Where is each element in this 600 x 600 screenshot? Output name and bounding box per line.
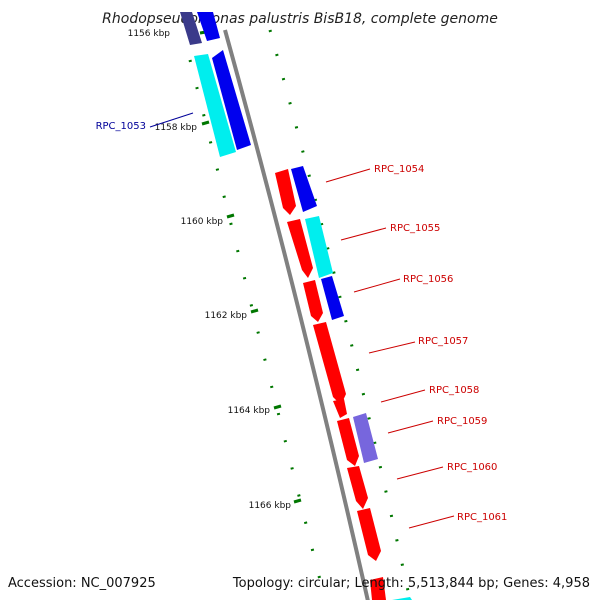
gene-label-rpc-1059[interactable]: RPC_1059: [437, 416, 487, 427]
major-tick: [293, 498, 302, 504]
minor-tick-track-inner: [188, 59, 327, 600]
tick-label: 1158 kbp: [155, 123, 198, 133]
connector-rpc-1060: [396, 466, 444, 480]
gene-labels: RPC_1053 RPC_1054 RPC_1055 RPC_1056 RPC_…: [96, 121, 508, 523]
gene-feature[interactable]: [353, 413, 378, 463]
tick-labels: 1156 kbp 1158 kbp 1160 kbp 1162 kbp 1164…: [128, 29, 292, 511]
gene-feature[interactable]: [370, 577, 386, 600]
tick-label: 1164 kbp: [228, 406, 271, 416]
label-connectors: [149, 112, 455, 529]
gene-feature[interactable]: [337, 418, 359, 466]
tick-label: 1160 kbp: [181, 217, 224, 227]
gene-feature[interactable]: [333, 399, 347, 418]
gene-feature[interactable]: [305, 216, 333, 278]
gene-label-rpc-1057[interactable]: RPC_1057: [418, 336, 468, 347]
major-tick: [273, 404, 282, 410]
gene-feature[interactable]: [212, 50, 251, 150]
gene-label-rpc-1053[interactable]: RPC_1053: [96, 121, 146, 132]
reverse-strand-genes: [180, 12, 236, 157]
gene-feature[interactable]: [321, 276, 344, 320]
map-title: Rhodopseudomonas palustris BisB18, compl…: [102, 11, 498, 27]
connector-rpc-1055: [340, 227, 387, 241]
gene-label-rpc-1056[interactable]: RPC_1056: [403, 274, 453, 285]
connector-rpc-1054: [325, 168, 371, 183]
gene-feature[interactable]: [392, 597, 412, 600]
major-tick: [250, 308, 259, 314]
gene-feature[interactable]: [287, 219, 313, 278]
gene-feature[interactable]: [291, 166, 317, 212]
tick-label: 1166 kbp: [249, 501, 292, 511]
gene-feature[interactable]: [194, 54, 236, 157]
gene-label-rpc-1061[interactable]: RPC_1061: [457, 512, 507, 523]
connector-rpc-1056: [353, 278, 401, 293]
connector-rpc-1057: [368, 341, 416, 354]
connector-rpc-1059: [387, 420, 434, 434]
gene-feature[interactable]: [303, 280, 323, 322]
connector-rpc-1053: [149, 112, 194, 128]
genome-backbone: [223, 29, 370, 600]
gene-label-rpc-1055[interactable]: RPC_1055: [390, 223, 440, 234]
connector-rpc-1061: [408, 515, 455, 529]
major-tick: [201, 120, 210, 126]
forward-strand-genes: [197, 12, 412, 600]
tick-label: 1156 kbp: [128, 29, 171, 39]
gene-feature[interactable]: [275, 169, 296, 215]
gene-label-rpc-1054[interactable]: RPC_1054: [374, 164, 424, 175]
gene-feature[interactable]: [347, 466, 368, 509]
gene-feature[interactable]: [197, 12, 220, 41]
tick-label: 1162 kbp: [205, 311, 248, 321]
major-tick: [226, 213, 235, 219]
connector-rpc-1058: [380, 389, 426, 403]
genome-summary-text: Topology: circular; Length: 5,513,844 bp…: [232, 576, 590, 591]
gene-feature[interactable]: [357, 508, 381, 561]
accession-text: Accession: NC_007925: [8, 576, 156, 591]
gene-feature[interactable]: [313, 322, 346, 405]
gene-label-rpc-1060[interactable]: RPC_1060: [447, 462, 497, 473]
gene-feature[interactable]: [180, 12, 202, 45]
gene-label-rpc-1058[interactable]: RPC_1058: [429, 385, 479, 396]
